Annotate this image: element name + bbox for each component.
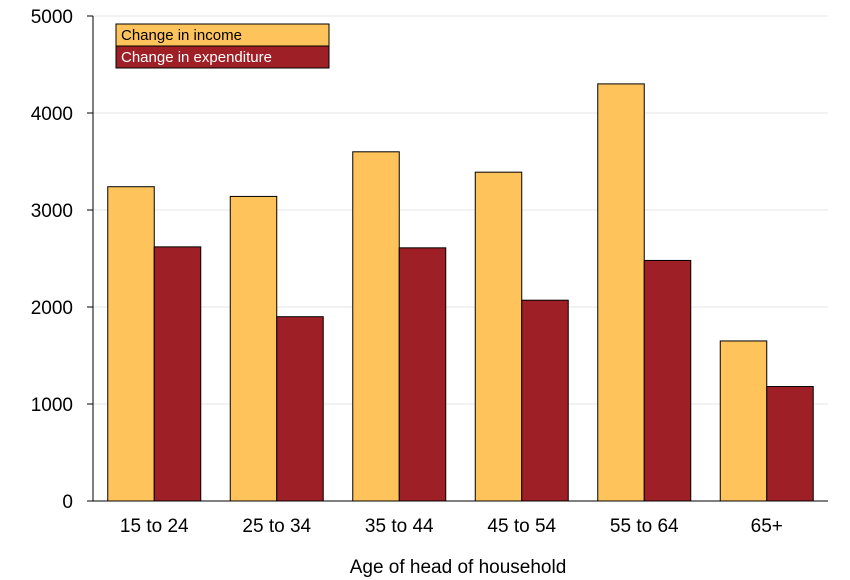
gridlines <box>93 15 828 405</box>
x-tick-label: 55 to 64 <box>610 516 679 537</box>
y-tick-label: 4000 <box>31 104 73 125</box>
axes <box>87 15 828 502</box>
x-tick-label: 35 to 44 <box>365 516 434 537</box>
bar-expenditure <box>643 259 692 502</box>
y-tick-label: 5000 <box>31 7 73 28</box>
bar-expenditure <box>766 386 814 502</box>
bar-income <box>474 171 523 502</box>
x-tick-label: 65+ <box>751 516 783 537</box>
y-tick-label: 3000 <box>31 201 73 222</box>
y-tick-label: 1000 <box>31 395 73 416</box>
x-tick-label: 15 to 24 <box>120 516 189 537</box>
x-tick-label: 25 to 34 <box>242 516 311 537</box>
legend: Change in income Change in expenditure <box>115 23 330 69</box>
bar-expenditure <box>521 299 569 502</box>
bar-income <box>229 195 278 502</box>
bar-expenditure <box>153 246 202 502</box>
legend-label: Change in income <box>121 27 242 44</box>
legend-swatch <box>115 45 330 69</box>
x-tick-labels: 15 to 24 25 to 34 35 to 44 45 to 54 55 to 64… <box>120 516 783 537</box>
bars <box>107 83 814 502</box>
x-tick-label: 45 to 54 <box>487 516 556 537</box>
bar-expenditure <box>398 247 447 502</box>
bar-income <box>719 340 768 502</box>
y-tick-label: 2000 <box>31 298 73 319</box>
bar-expenditure <box>276 316 324 502</box>
bar-income <box>107 186 155 502</box>
y-tick-labels: 0 1000 2000 3000 4000 5000 <box>31 7 73 513</box>
bar-income <box>597 83 645 502</box>
legend-label: Change in expenditure <box>121 49 272 66</box>
y-tick-label: 0 <box>62 492 73 513</box>
bar-income <box>352 151 400 502</box>
x-axis-title: Age of head of household <box>350 557 567 578</box>
